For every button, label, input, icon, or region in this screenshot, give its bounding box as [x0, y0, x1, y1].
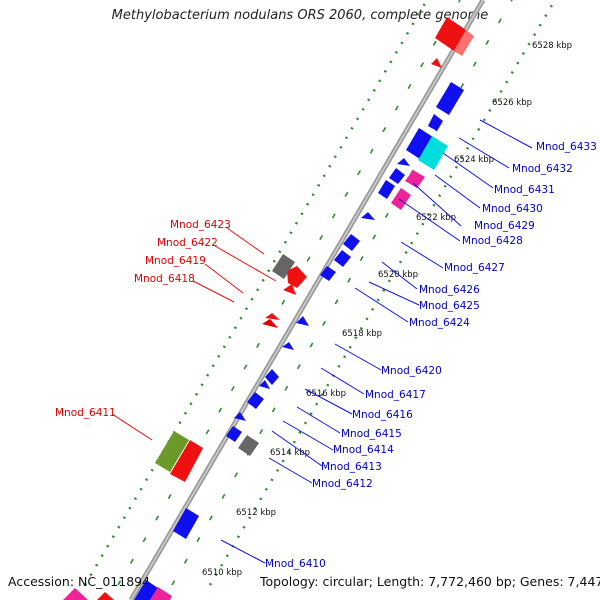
- gene-mnod-6431-rna[interactable]: [418, 136, 448, 170]
- gene-label[interactable]: Mnod_6419: [145, 255, 206, 267]
- tick-label: 6510 kbp: [202, 568, 242, 578]
- tick-label: 6528 kbp: [532, 41, 572, 51]
- gene-label[interactable]: Mnod_6429: [474, 220, 535, 232]
- gene-label[interactable]: Mnod_6426: [419, 284, 480, 296]
- gene-mnod-6416[interactable]: [259, 380, 270, 389]
- gene-mnod-6425[interactable]: [320, 266, 336, 281]
- tick-label: 6522 kbp: [416, 213, 456, 223]
- gene-mnod-6414[interactable]: [234, 412, 246, 421]
- gene-mnod-6415[interactable]: [247, 392, 264, 409]
- gene-block-top[interactable]: [435, 17, 466, 51]
- gene-mnod-6417[interactable]: [265, 369, 279, 385]
- inner-left-tick-ring: [117, 0, 461, 586]
- gene-mnod-6412-gray[interactable]: [238, 435, 259, 456]
- gene-mnod-6424[interactable]: [296, 316, 309, 326]
- gene-label[interactable]: Mnod_6413: [321, 461, 382, 473]
- gene-mnod-6423[interactable]: [287, 266, 307, 288]
- gene-mnod-6433[interactable]: [436, 82, 464, 115]
- tick-label: 6526 kbp: [492, 98, 532, 108]
- reverse-gene-labels: Mnod_6433 Mnod_6432 Mnod_6431 Mnod_6430 …: [265, 141, 597, 570]
- reverse-features: [134, 82, 464, 600]
- gene-mnod-6432-small[interactable]: [428, 114, 443, 131]
- gene-mnod-6426-a[interactable]: [343, 234, 360, 251]
- gene-label[interactable]: Mnod_6425: [419, 300, 480, 312]
- gene-label[interactable]: Mnod_6417: [365, 389, 426, 401]
- gene-label[interactable]: Mnod_6422: [157, 237, 218, 249]
- forward-gene-labels: Mnod_6423 Mnod_6422 Mnod_6419 Mnod_6418 …: [55, 219, 231, 419]
- gene-label[interactable]: Mnod_6412: [312, 478, 373, 490]
- gene-label[interactable]: Mnod_6416: [352, 409, 413, 421]
- tick-label: 6520 kbp: [378, 270, 418, 280]
- gene-label[interactable]: Mnod_6430: [482, 203, 543, 215]
- gene-mnod-6410[interactable]: [173, 508, 199, 539]
- gene-label[interactable]: Mnod_6410: [265, 558, 326, 570]
- gene-label[interactable]: Mnod_6423: [170, 219, 231, 231]
- gene-mnod-6427[interactable]: [361, 212, 375, 220]
- gene-bottom-blue[interactable]: [134, 580, 158, 600]
- forward-features: [63, 17, 474, 600]
- gene-label[interactable]: Mnod_6424: [409, 317, 470, 329]
- gene-bottom-red[interactable]: [97, 592, 114, 600]
- gene-mnod-6411[interactable]: [170, 440, 203, 482]
- tick-label: 6518 kbp: [342, 329, 382, 339]
- outer-right-dotted-ring: [208, 0, 557, 586]
- gene-gray-box[interactable]: [272, 254, 295, 279]
- tick-label: 6524 kbp: [454, 155, 494, 165]
- outer-left-dotted-ring: [83, 0, 429, 586]
- gene-mnod-6426[interactable]: [334, 250, 351, 267]
- gene-label[interactable]: Mnod_6414: [333, 444, 394, 456]
- gene-arrow-small[interactable]: [431, 58, 442, 68]
- tick-label: 6512 kbp: [236, 508, 276, 518]
- gene-label[interactable]: Mnod_6415: [341, 428, 402, 440]
- gene-mnod-6429[interactable]: [378, 180, 395, 199]
- gene-label[interactable]: Mnod_6418: [134, 273, 195, 285]
- gene-label[interactable]: Mnod_6428: [462, 235, 523, 247]
- gene-label[interactable]: Mnod_6431: [494, 184, 555, 196]
- map-title: Methylobacterium nodulans ORS 2060, comp…: [111, 8, 489, 23]
- gene-label[interactable]: Mnod_6433: [536, 141, 597, 153]
- tick-label: 6514 kbp: [270, 448, 310, 458]
- genome-backbone-highlight: [130, 0, 484, 600]
- gene-bottom-pink-2[interactable]: [150, 587, 172, 600]
- gene-mnod-6432[interactable]: [406, 128, 433, 159]
- gene-label[interactable]: Mnod_6427: [444, 262, 505, 274]
- gene-mnod-6428-pseudo[interactable]: [391, 188, 411, 210]
- gene-label[interactable]: Mnod_6432: [512, 163, 573, 175]
- gene-block-top-shade: [454, 30, 474, 56]
- gene-mnod-6418[interactable]: [262, 319, 278, 328]
- gene-mnod-6419[interactable]: [265, 313, 280, 320]
- genome-summary: Topology: circular; Length: 7,772,460 bp…: [260, 574, 600, 589]
- gene-mnod-6430-small[interactable]: [397, 158, 410, 166]
- gene-mnod-6411-olive[interactable]: [155, 431, 189, 472]
- gene-mnod-6413[interactable]: [226, 426, 242, 442]
- gene-label[interactable]: Mnod_6411: [55, 407, 116, 419]
- gene-mnod-6429-pseudo[interactable]: [405, 170, 425, 188]
- forward-leader-lines: [111, 227, 277, 441]
- tick-label: 6516 kbp: [306, 389, 346, 399]
- gene-mnod-6420[interactable]: [282, 342, 294, 350]
- tick-labels: 6510 kbp 6512 kbp 6514 kbp 6516 kbp 6518…: [202, 41, 572, 578]
- accession-label: Accession: NC_011894: [8, 574, 151, 589]
- gene-mnod-6430[interactable]: [389, 168, 405, 184]
- reverse-leader-lines: [220, 119, 533, 564]
- gene-label[interactable]: Mnod_6420: [381, 365, 442, 377]
- gene-mnod-6422[interactable]: [283, 284, 296, 295]
- gene-bottom-pink[interactable]: [63, 588, 88, 600]
